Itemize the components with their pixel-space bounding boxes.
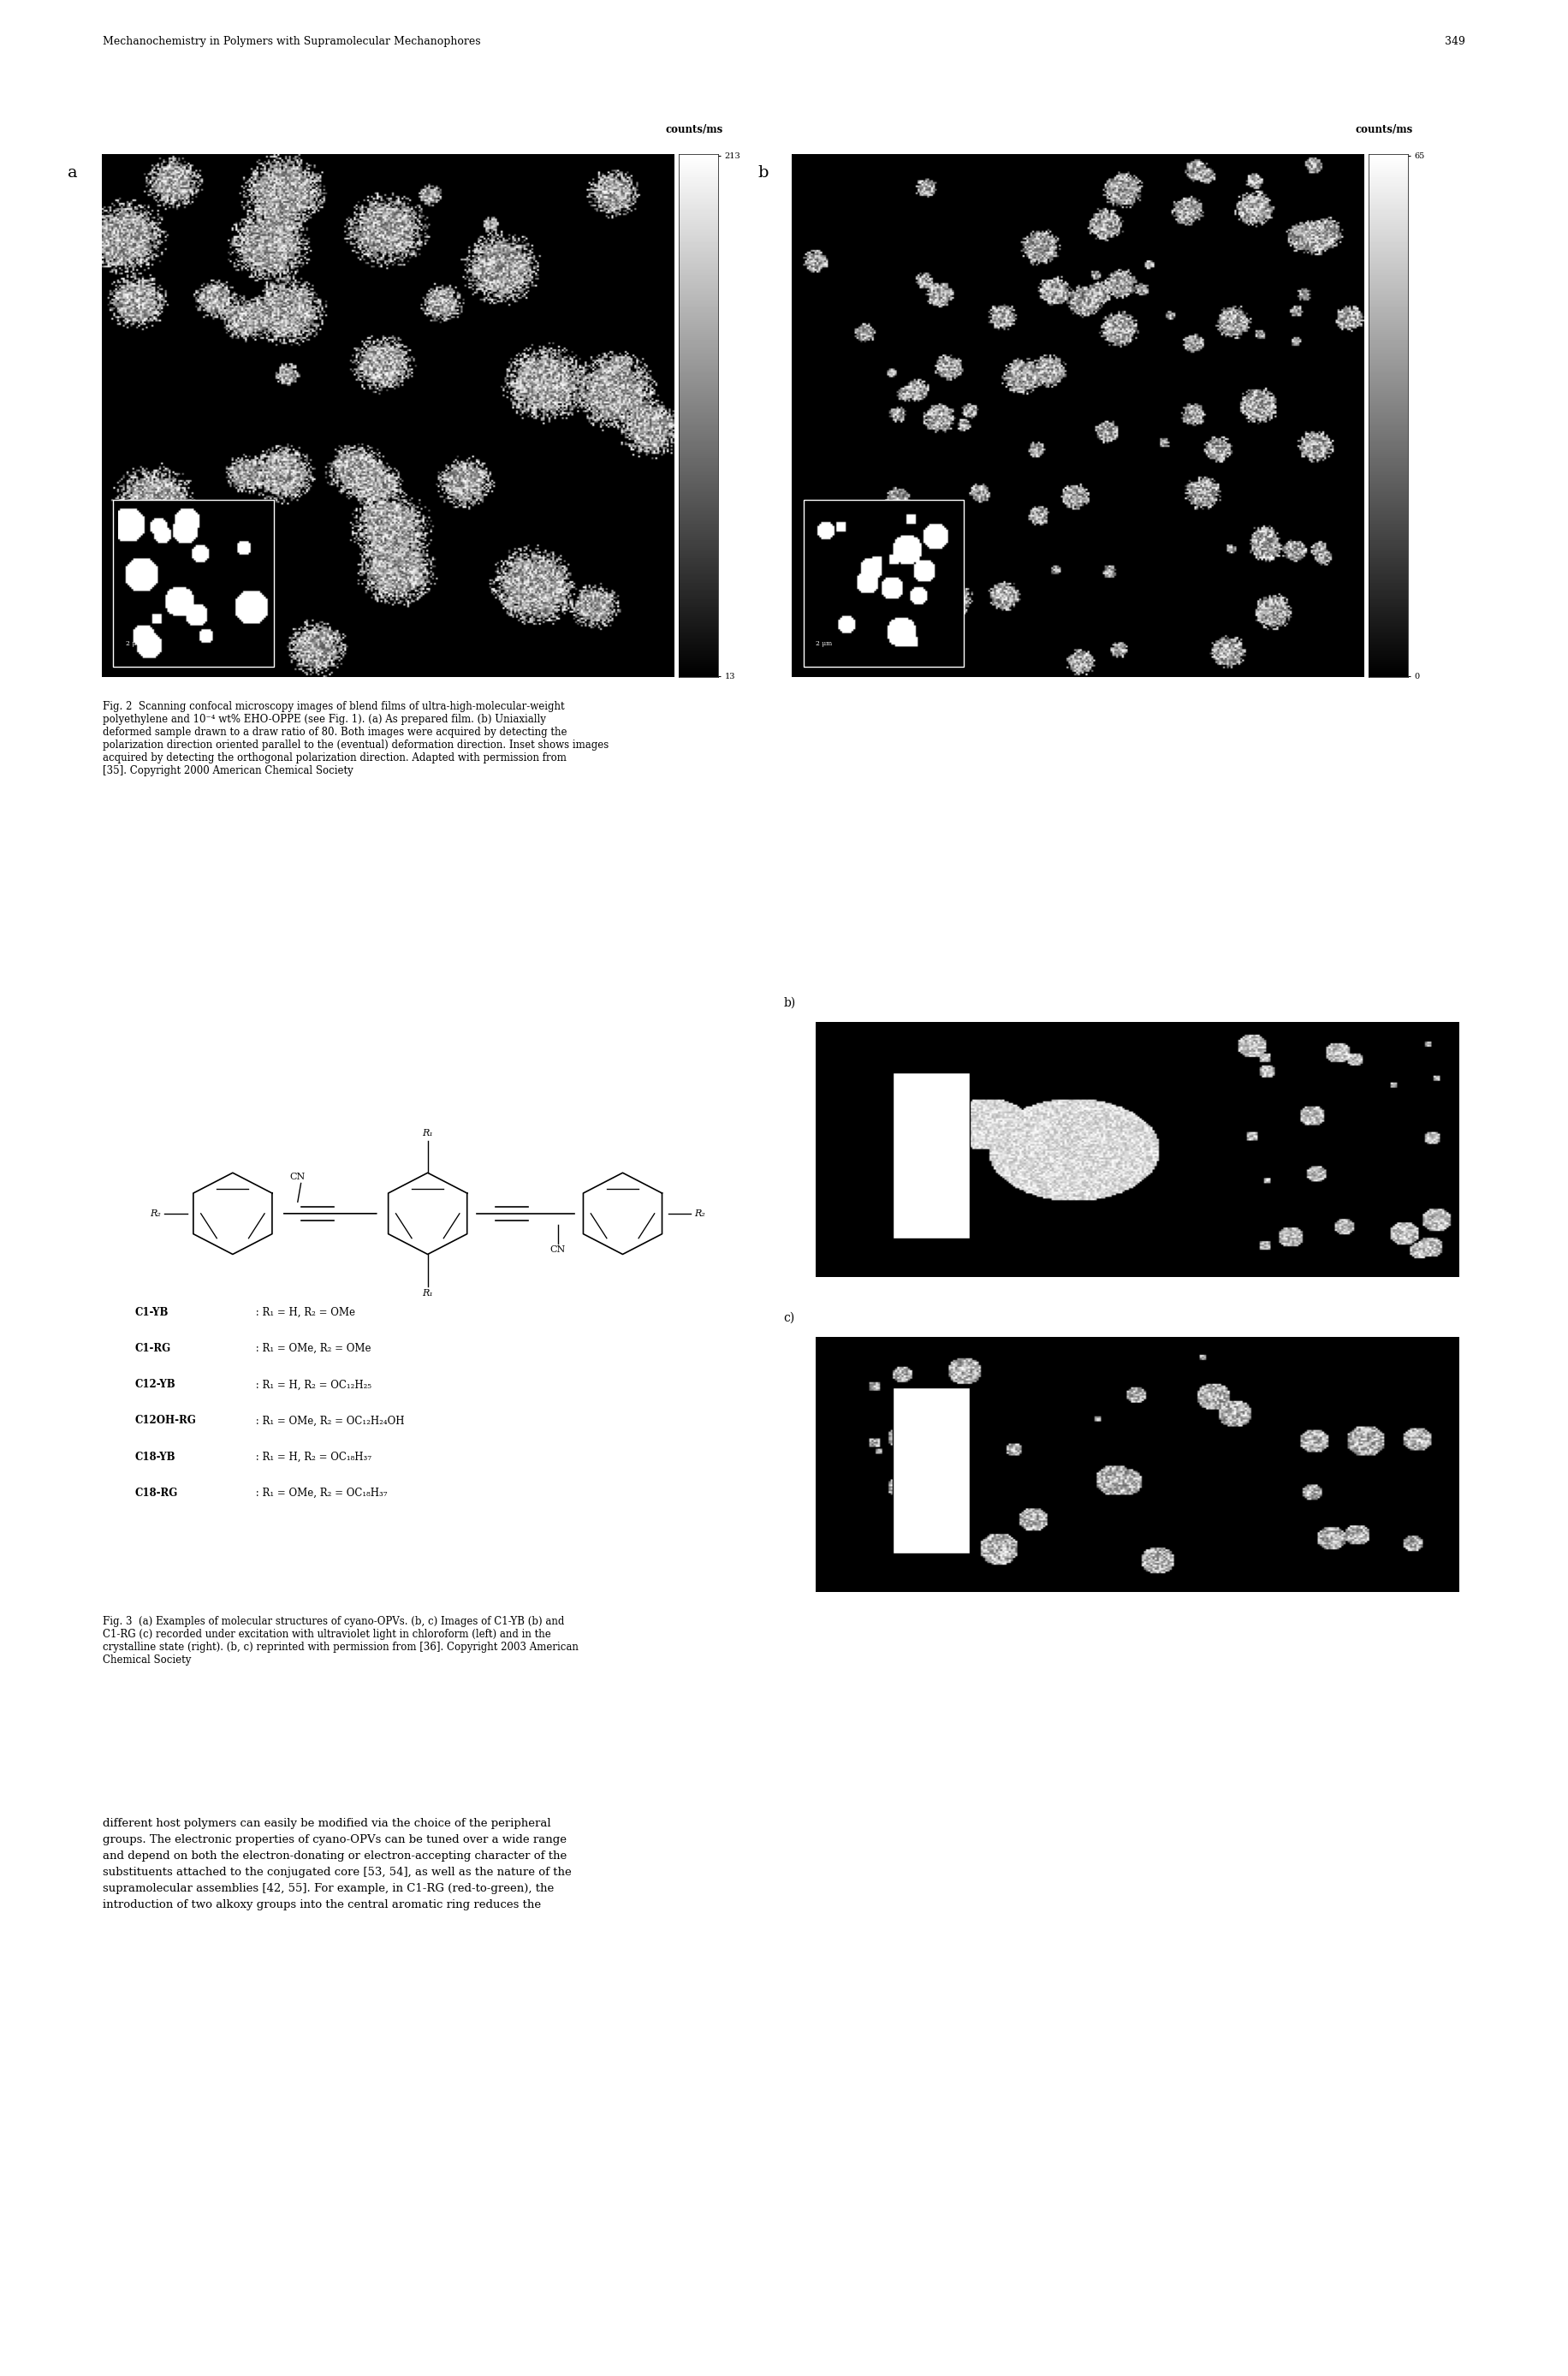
Text: 349: 349 bbox=[1444, 36, 1465, 48]
Text: CN: CN bbox=[290, 1174, 306, 1181]
Text: C1-RG: C1-RG bbox=[135, 1342, 171, 1354]
Text: Fig. 3  (a) Examples of molecular structures of cyano-OPVs. (b, c) Images of C1-: Fig. 3 (a) Examples of molecular structu… bbox=[103, 1616, 579, 1666]
Text: b): b) bbox=[782, 998, 795, 1010]
Text: a: a bbox=[67, 164, 77, 181]
Text: C12-YB: C12-YB bbox=[135, 1378, 176, 1390]
Text: C18-YB: C18-YB bbox=[135, 1452, 176, 1464]
Text: c): c) bbox=[782, 1312, 795, 1323]
Text: 2 μm: 2 μm bbox=[815, 642, 833, 646]
Text: : R₁ = H, R₂ = OC₁₂H₂₅: : R₁ = H, R₂ = OC₁₂H₂₅ bbox=[252, 1378, 372, 1390]
Bar bbox=[892, 1388, 969, 1554]
Text: : R₁ = OMe, R₂ = OMe: : R₁ = OMe, R₂ = OMe bbox=[252, 1342, 370, 1354]
Text: : R₁ = H, R₂ = OMe: : R₁ = H, R₂ = OMe bbox=[252, 1307, 354, 1319]
Bar bbox=[803, 499, 963, 668]
Text: : R₁ = OMe, R₂ = OC₁₂H₂₄OH: : R₁ = OMe, R₂ = OC₁₂H₂₄OH bbox=[252, 1416, 405, 1426]
Text: C1-YB: C1-YB bbox=[135, 1307, 169, 1319]
Text: R₁: R₁ bbox=[422, 1290, 433, 1297]
Text: counts/ms: counts/ms bbox=[1355, 124, 1413, 135]
Text: : R₁ = OMe, R₂ = OC₁₈H₃₇: : R₁ = OMe, R₂ = OC₁₈H₃₇ bbox=[252, 1487, 387, 1499]
Bar bbox=[113, 653, 199, 668]
Text: different host polymers can easily be modified via the choice of the peripheral
: different host polymers can easily be mo… bbox=[103, 1818, 571, 1910]
Text: 2 μm: 2 μm bbox=[119, 644, 141, 651]
Text: 2 μm: 2 μm bbox=[125, 642, 143, 646]
Bar bbox=[113, 499, 273, 668]
Text: C18-RG: C18-RG bbox=[135, 1487, 179, 1499]
Text: Fig. 2  Scanning confocal microscopy images of blend films of ultra-high-molecul: Fig. 2 Scanning confocal microscopy imag… bbox=[103, 701, 608, 777]
Text: R₂: R₂ bbox=[695, 1209, 706, 1219]
Text: C12OH-RG: C12OH-RG bbox=[135, 1416, 196, 1426]
Text: CN: CN bbox=[550, 1245, 566, 1255]
Text: Mechanochemistry in Polymers with Supramolecular Mechanophores: Mechanochemistry in Polymers with Supram… bbox=[103, 36, 481, 48]
Text: 2 μm: 2 μm bbox=[809, 644, 831, 651]
Bar bbox=[892, 1074, 969, 1238]
Text: b: b bbox=[757, 164, 768, 181]
Text: : R₁ = H, R₂ = OC₁₈H₃₇: : R₁ = H, R₂ = OC₁₈H₃₇ bbox=[252, 1452, 372, 1464]
Text: R₁: R₁ bbox=[422, 1129, 433, 1138]
Text: counts/ms: counts/ms bbox=[665, 124, 723, 135]
Text: R₂: R₂ bbox=[151, 1209, 162, 1219]
